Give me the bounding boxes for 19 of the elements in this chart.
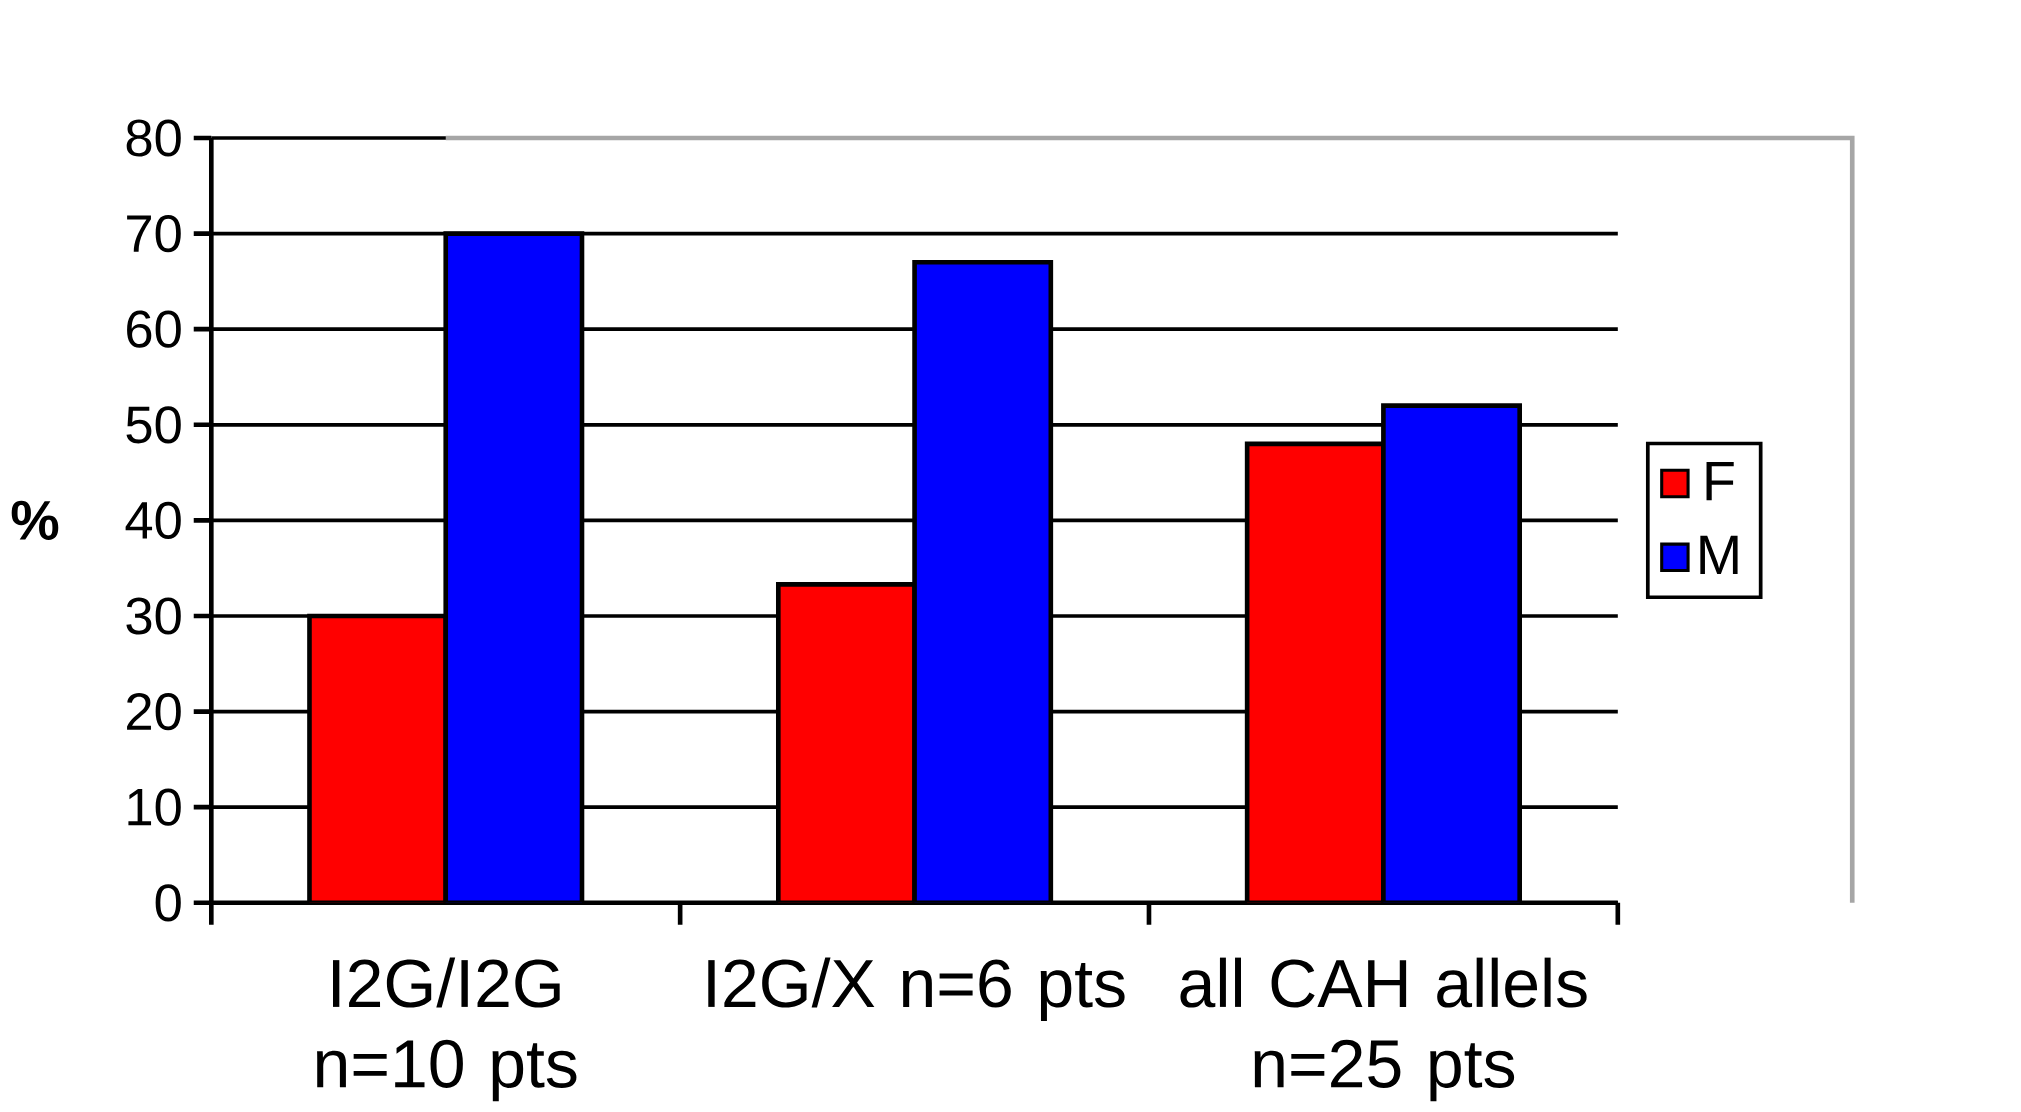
y-tick-label: 50 [126, 406, 181, 444]
y-tick-label: 70 [127, 215, 181, 253]
y-tick-label: 60 [127, 310, 181, 348]
bar [309, 616, 446, 903]
bar [778, 584, 915, 903]
y-tick-label: 80 [126, 119, 181, 157]
y-tick-label: 40 [125, 501, 181, 540]
x-tick-label: I2G/I2G n=10 pts [317, 957, 577, 1102]
y-tick-label: 30 [126, 597, 181, 635]
y-tick-label: 10 [128, 788, 181, 826]
legend-label: M [1700, 536, 1738, 575]
y-axis-title: % [11, 500, 59, 541]
legend-label: F [1706, 462, 1734, 501]
x-tick-label: I2G/X n=6 pts [708, 957, 1125, 1022]
x-tick-label: all CAH allels n=25 pts [1180, 957, 1587, 1102]
y-tick-label: 0 [155, 884, 181, 922]
bar [914, 262, 1051, 903]
y-tick-label: 20 [127, 693, 181, 731]
bar [445, 233, 582, 903]
